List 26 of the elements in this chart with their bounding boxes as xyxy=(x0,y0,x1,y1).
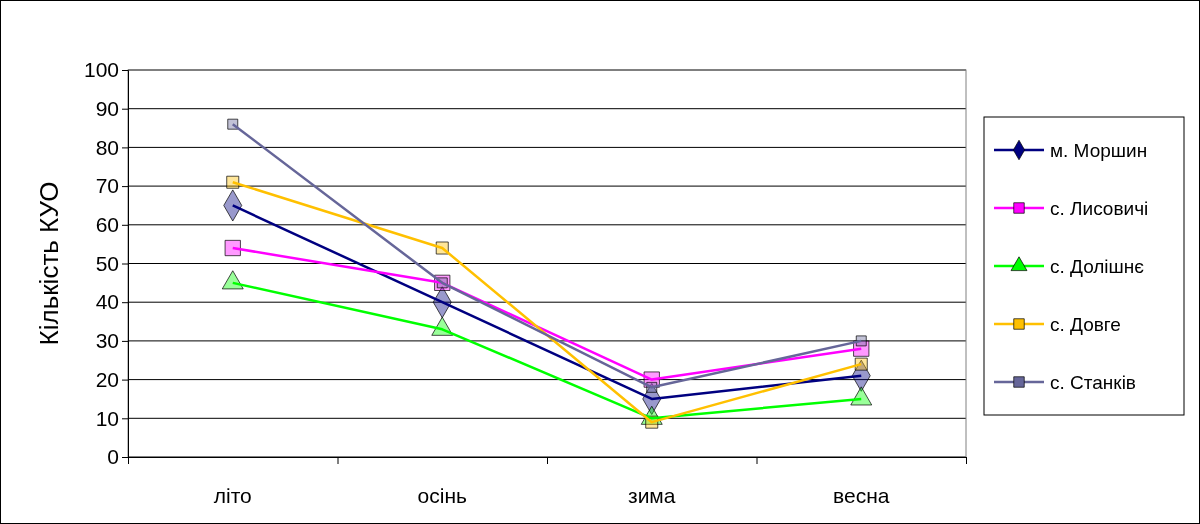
y-tick-label: 20 xyxy=(95,367,119,391)
y-tick-label: 60 xyxy=(95,213,119,237)
y-tick-label: 100 xyxy=(83,58,119,82)
y-tick-label: 0 xyxy=(107,445,119,469)
y-tick-label: 40 xyxy=(95,290,119,314)
legend-label: с. Довге xyxy=(1050,314,1121,335)
point xyxy=(855,335,867,347)
x-tick-label: літо xyxy=(213,484,252,507)
y-tick-label: 30 xyxy=(95,329,119,353)
y-axis-title: Кількість КУО xyxy=(34,181,64,346)
point xyxy=(226,175,240,189)
point xyxy=(854,357,868,371)
x-tick-label: осінь xyxy=(417,484,467,507)
legend-label: м. Моршин xyxy=(1050,140,1148,161)
legend-label: с. Долішнє xyxy=(1050,256,1145,277)
y-tick-label: 50 xyxy=(95,251,119,275)
legend-label: с. Станків xyxy=(1050,372,1136,393)
y-tick-label: 70 xyxy=(95,174,119,198)
y-tick-label: 80 xyxy=(95,135,119,159)
y-tick-label: 10 xyxy=(95,406,119,430)
point xyxy=(227,118,239,130)
legend-label: с. Лисовичі xyxy=(1050,198,1149,219)
y-tick-label: 90 xyxy=(95,96,119,120)
point xyxy=(224,240,241,257)
x-tick-label: весна xyxy=(833,484,890,507)
x-tick-label: зима xyxy=(628,484,676,507)
